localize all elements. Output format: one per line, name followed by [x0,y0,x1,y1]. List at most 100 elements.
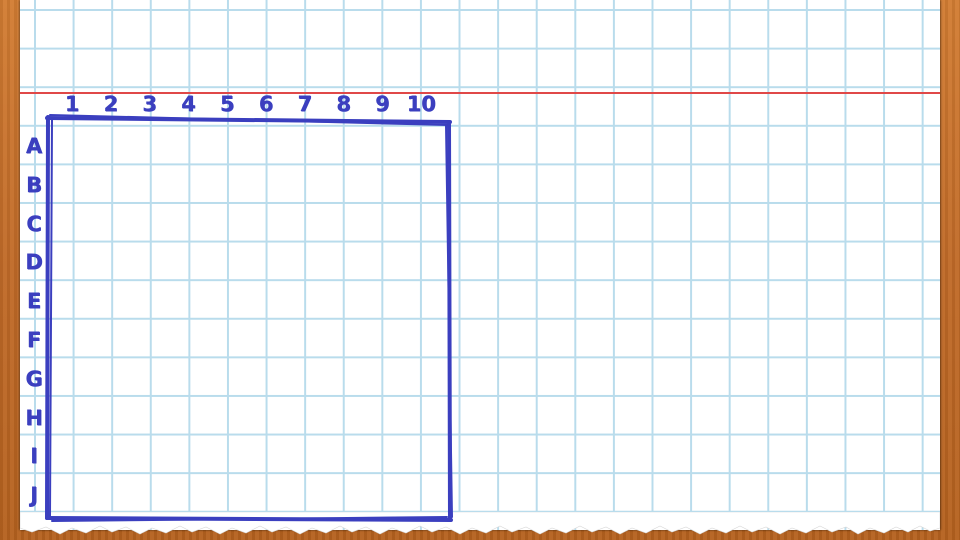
grid-cell-j1[interactable] [50,473,89,512]
grid-cell-j10[interactable] [399,473,438,512]
grid-cell-e7[interactable] [283,279,322,318]
grid-cell-d8[interactable] [322,240,361,279]
grid-cell-a10[interactable] [399,124,438,163]
grid-cell-b3[interactable] [128,163,167,202]
grid-cell-b8[interactable] [322,163,361,202]
grid-cell-g8[interactable] [322,357,361,396]
grid-cell-e1[interactable] [50,279,89,318]
grid-cell-g4[interactable] [166,357,205,396]
grid-cell-i10[interactable] [399,434,438,473]
grid-cell-f10[interactable] [399,318,438,357]
grid-cell-d1[interactable] [50,240,89,279]
grid-cell-e2[interactable] [89,279,128,318]
grid-cell-h10[interactable] [399,396,438,435]
grid-cell-j9[interactable] [360,473,399,512]
grid-cell-h3[interactable] [128,396,167,435]
grid-cell-b7[interactable] [283,163,322,202]
grid-cell-g1[interactable] [50,357,89,396]
grid-cell-c4[interactable] [166,202,205,241]
grid-cell-g9[interactable] [360,357,399,396]
grid-cell-i4[interactable] [166,434,205,473]
grid-cell-d7[interactable] [283,240,322,279]
grid-cell-h6[interactable] [244,396,283,435]
grid-cell-e9[interactable] [360,279,399,318]
grid-cell-a5[interactable] [205,124,244,163]
grid-cell-c1[interactable] [50,202,89,241]
grid-cell-c6[interactable] [244,202,283,241]
grid-cell-c5[interactable] [205,202,244,241]
grid-cell-i9[interactable] [360,434,399,473]
grid-cell-f3[interactable] [128,318,167,357]
grid-cell-e5[interactable] [205,279,244,318]
grid-cell-b1[interactable] [50,163,89,202]
grid-cell-f4[interactable] [166,318,205,357]
grid-cell-i5[interactable] [205,434,244,473]
grid-cell-e6[interactable] [244,279,283,318]
grid-cell-j6[interactable] [244,473,283,512]
grid-cell-h4[interactable] [166,396,205,435]
grid-cell-e3[interactable] [128,279,167,318]
grid-cell-d5[interactable] [205,240,244,279]
grid-cell-a3[interactable] [128,124,167,163]
grid-cell-a1[interactable] [50,124,89,163]
grid-cell-c10[interactable] [399,202,438,241]
grid-cell-i3[interactable] [128,434,167,473]
grid-cell-a8[interactable] [322,124,361,163]
grid-cell-h2[interactable] [89,396,128,435]
grid-cell-j4[interactable] [166,473,205,512]
grid-cell-i1[interactable] [50,434,89,473]
grid-cell-f1[interactable] [50,318,89,357]
grid-cell-c2[interactable] [89,202,128,241]
grid-cell-h8[interactable] [322,396,361,435]
grid-cell-d4[interactable] [166,240,205,279]
grid-cell-f8[interactable] [322,318,361,357]
grid-cell-b5[interactable] [205,163,244,202]
grid-cell-g7[interactable] [283,357,322,396]
grid-cell-g3[interactable] [128,357,167,396]
grid-cell-c7[interactable] [283,202,322,241]
grid-cell-f6[interactable] [244,318,283,357]
grid-cell-f2[interactable] [89,318,128,357]
grid-cell-a6[interactable] [244,124,283,163]
grid-cell-c8[interactable] [322,202,361,241]
grid-cell-d10[interactable] [399,240,438,279]
grid-cell-a2[interactable] [89,124,128,163]
grid-cell-e10[interactable] [399,279,438,318]
grid-cell-h5[interactable] [205,396,244,435]
grid-cell-i8[interactable] [322,434,361,473]
grid-cell-j5[interactable] [205,473,244,512]
grid-cell-g5[interactable] [205,357,244,396]
grid-cell-b9[interactable] [360,163,399,202]
grid-cell-i6[interactable] [244,434,283,473]
grid-cell-j3[interactable] [128,473,167,512]
grid-cell-f7[interactable] [283,318,322,357]
grid-cell-a9[interactable] [360,124,399,163]
grid-cell-g6[interactable] [244,357,283,396]
grid-cell-h1[interactable] [50,396,89,435]
grid-cell-a4[interactable] [166,124,205,163]
grid-cell-j2[interactable] [89,473,128,512]
grid-cell-f9[interactable] [360,318,399,357]
grid-cell-c9[interactable] [360,202,399,241]
grid-cell-i2[interactable] [89,434,128,473]
grid-cell-e4[interactable] [166,279,205,318]
grid-cell-g2[interactable] [89,357,128,396]
grid-cell-e8[interactable] [322,279,361,318]
grid-cell-h7[interactable] [283,396,322,435]
grid-cell-d9[interactable] [360,240,399,279]
grid-cell-b4[interactable] [166,163,205,202]
grid-cell-b2[interactable] [89,163,128,202]
grid-cell-i7[interactable] [283,434,322,473]
grid-cell-f5[interactable] [205,318,244,357]
grid-cell-d3[interactable] [128,240,167,279]
grid-cell-b6[interactable] [244,163,283,202]
grid-cell-b10[interactable] [399,163,438,202]
grid-cell-d2[interactable] [89,240,128,279]
grid-cell-a7[interactable] [283,124,322,163]
grid-cell-j7[interactable] [283,473,322,512]
grid-cell-g10[interactable] [399,357,438,396]
grid-cell-j8[interactable] [322,473,361,512]
grid-cell-c3[interactable] [128,202,167,241]
grid-cell-d6[interactable] [244,240,283,279]
grid-cell-h9[interactable] [360,396,399,435]
